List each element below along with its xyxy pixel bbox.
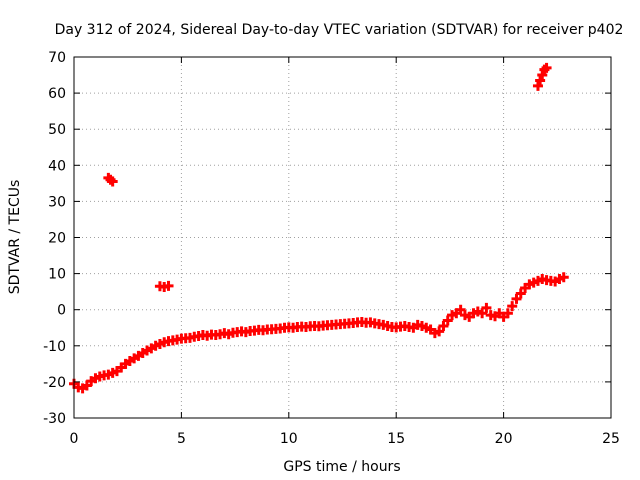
- data-point: [558, 272, 569, 283]
- x-tick-label: 20: [495, 431, 513, 447]
- data-point: [515, 288, 526, 299]
- y-tick-label: -20: [43, 375, 66, 391]
- y-tick-label: 0: [57, 303, 66, 319]
- x-tick-label: 10: [280, 431, 298, 447]
- data-point: [537, 70, 548, 81]
- data-point: [442, 315, 453, 326]
- axis-ticks: 0 5 10 15 20 25 -30 -20 -10 0 10 20 30 40 50 60 70: [43, 50, 620, 447]
- data-point: [511, 293, 522, 304]
- data-point: [163, 280, 174, 291]
- x-tick-label: 25: [602, 431, 620, 447]
- data-point: [532, 80, 543, 91]
- data-point: [541, 62, 552, 73]
- y-tick-label: 60: [48, 86, 66, 102]
- data-point: [481, 302, 492, 313]
- y-tick-label: 30: [48, 194, 66, 210]
- y-tick-label: -10: [43, 339, 66, 355]
- data-point: [438, 320, 449, 331]
- y-tick-label: 50: [48, 122, 66, 138]
- data-point: [477, 308, 488, 319]
- data-point: [535, 75, 546, 86]
- data-point: [107, 176, 118, 187]
- data-point: [502, 308, 513, 319]
- chart-title: Day 312 of 2024, Sidereal Day-to-day VTE…: [55, 22, 624, 38]
- y-tick-label: 20: [48, 231, 66, 247]
- x-tick-label: 15: [387, 431, 405, 447]
- data-point: [434, 326, 445, 337]
- y-tick-label: 40: [48, 158, 66, 174]
- data-point: [507, 301, 518, 312]
- y-tick-label: 10: [48, 267, 66, 283]
- x-tick-label: 5: [177, 431, 186, 447]
- data-points: [69, 62, 569, 394]
- x-axis-label: GPS time / hours: [283, 459, 400, 475]
- grid-lines: [74, 57, 611, 418]
- data-point: [455, 304, 466, 315]
- y-axis-label: SDTVAR / TECUs: [7, 180, 23, 295]
- y-tick-label: -30: [43, 411, 66, 427]
- x-tick-label: 0: [70, 431, 79, 447]
- y-tick-label: 70: [48, 50, 66, 66]
